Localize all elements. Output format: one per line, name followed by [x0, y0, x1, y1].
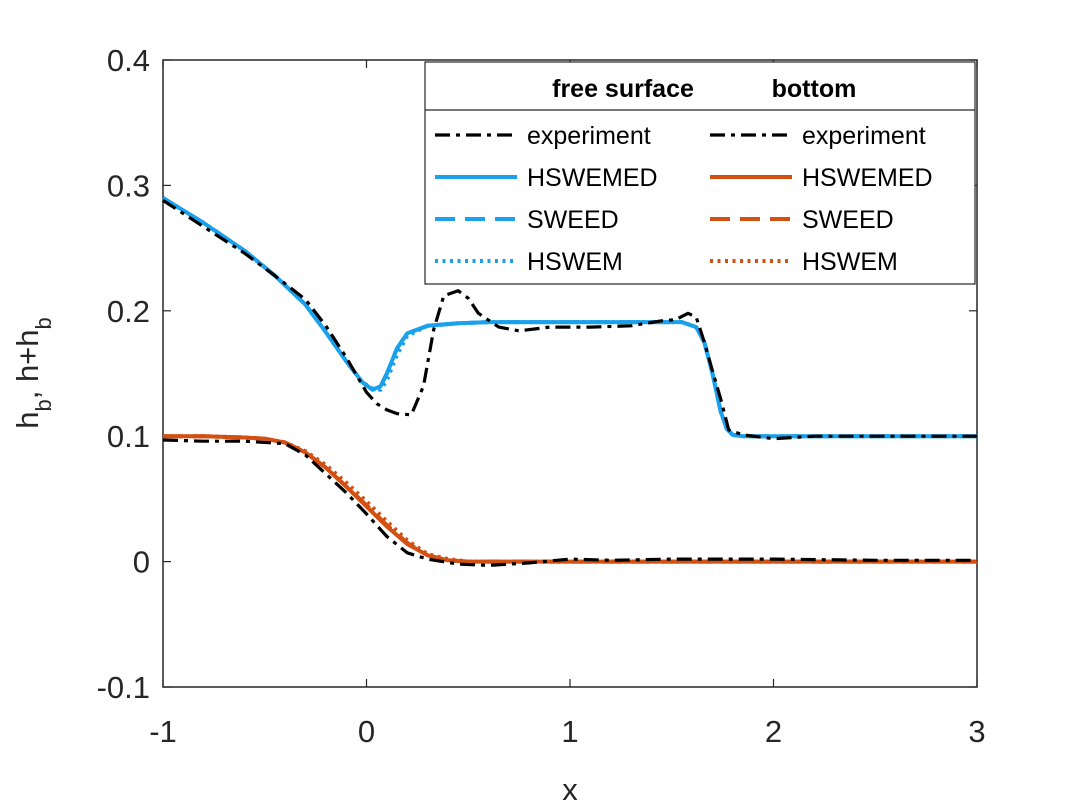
y-tick-label: 0.4 [107, 43, 150, 78]
series-line-experiment-free-surface [162, 199, 977, 441]
legend-label: HSWEMED [802, 164, 933, 192]
legend-label: experiment [527, 122, 651, 150]
legend-label: HSWEMED [527, 164, 658, 192]
y-tick-label: 0 [133, 545, 150, 580]
legend-label: SWEED [527, 206, 619, 234]
series-line-hswem-bottom [163, 434, 977, 564]
y-tick-label: 0.3 [107, 168, 150, 203]
legend-header-free-surface: free surface [552, 75, 694, 103]
legend: free surface bottom experiment HSWEMED SWE… [424, 61, 976, 285]
legend-header-bottom: bottom [772, 75, 857, 103]
y-tick-label: 0.2 [107, 294, 150, 329]
legend-entries: experiment HSWEMED SWEED HSWEM experiment HSW… [435, 122, 933, 276]
legend-label: experiment [802, 122, 926, 150]
y-tick-label: 0.1 [107, 419, 150, 454]
x-tick-label: 3 [968, 714, 985, 749]
legend-box [424, 61, 976, 285]
y-axis-label: hb, h+hb [10, 317, 56, 429]
x-tick-label: 2 [765, 714, 782, 749]
x-axis-label: x [562, 772, 578, 807]
y-tick-labels: -0.1 0 0.1 0.2 0.3 0.4 [97, 43, 150, 705]
x-tick-label: 0 [358, 714, 375, 749]
series-line-hswem-free-surface [161, 196, 977, 439]
legend-label: HSWEM [527, 248, 623, 276]
y-tick-label: -0.1 [97, 670, 150, 705]
legend-label: SWEED [802, 206, 894, 234]
series-line-experiment-bottom [162, 438, 977, 568]
legend-label: HSWEM [802, 248, 898, 276]
x-tick-label: -1 [149, 714, 177, 749]
x-tick-labels: -1 0 1 2 3 [149, 714, 985, 749]
series-layer [161, 196, 977, 568]
x-tick-label: 1 [561, 714, 578, 749]
